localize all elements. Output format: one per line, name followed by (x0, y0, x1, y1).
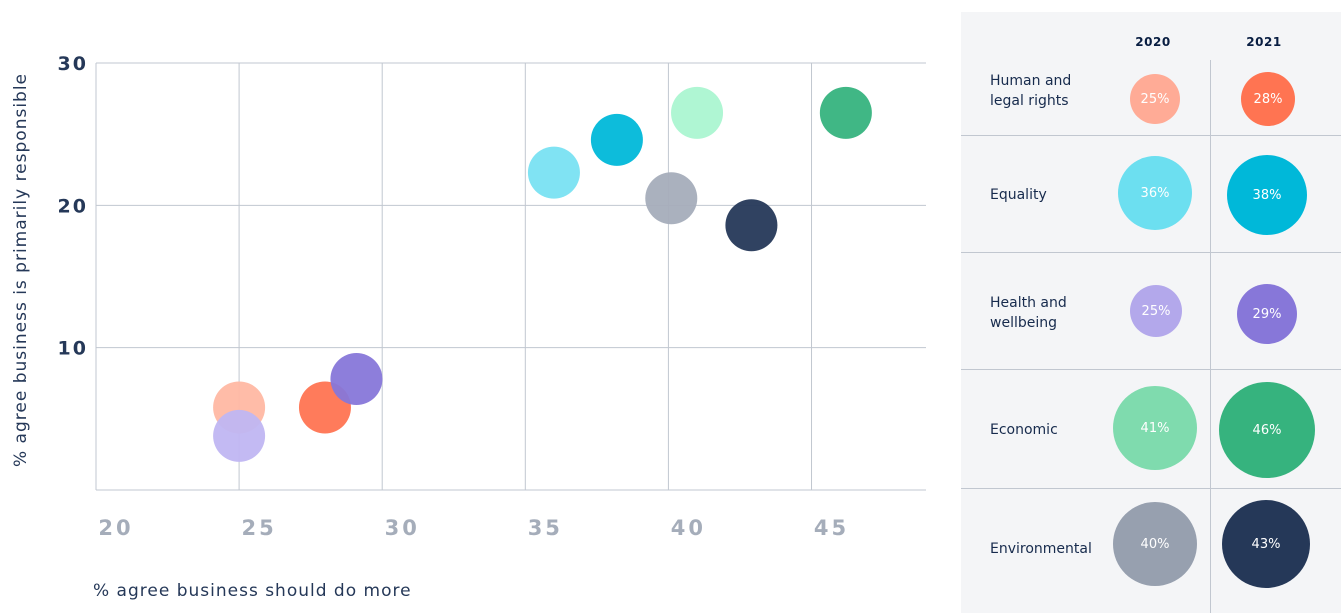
row-divider (961, 252, 1341, 253)
scatter-point (819, 86, 872, 139)
scatter-point (725, 199, 778, 252)
row-divider (961, 488, 1341, 489)
x-tick-label: 45 (814, 516, 849, 540)
x-tick-label: 35 (528, 516, 563, 540)
row-divider (961, 369, 1341, 370)
chart-points (213, 86, 872, 462)
scatter-chart: 20 25 30 35 40 45 10 20 30 % agree business shou… (11, 53, 926, 601)
scatter-point (213, 409, 266, 462)
scatter-point (671, 86, 724, 139)
row-label-economic: Economic (990, 422, 1058, 438)
row-label-environmental: Environmental (990, 541, 1092, 557)
scatter-point (590, 113, 643, 166)
scatter-point (527, 146, 580, 199)
bubble-economic-2020: 41% (1113, 386, 1197, 470)
y-tick-label: 10 (58, 338, 88, 360)
bubble-health-wellbeing-2021: 29% (1237, 284, 1297, 344)
bubble-human-legal-rights-2021: 28% (1241, 72, 1295, 126)
x-tick-label: 40 (671, 516, 706, 540)
x-tick-label: 30 (385, 516, 420, 540)
column-header-2021: 2021 (1246, 35, 1282, 49)
bubble-equality-2021: 38% (1227, 155, 1307, 235)
comparison-table: 2020 2021 Human and legal rights 25% 28%… (961, 12, 1341, 613)
x-tick-label: 20 (98, 516, 133, 540)
chart-grid (95, 62, 926, 491)
row-divider (961, 135, 1341, 136)
row-label-equality: Equality (990, 187, 1047, 203)
bubble-equality-2020: 36% (1118, 156, 1192, 230)
column-header-2020: 2020 (1135, 35, 1171, 49)
column-divider (1210, 60, 1211, 613)
y-axis-title: % agree business is primarily responsibl… (11, 73, 31, 467)
row-label-human-legal-rights: Human and legal rights (990, 73, 1072, 109)
scatter-point (330, 352, 383, 405)
y-tick-label: 30 (58, 53, 88, 75)
bubble-environmental-2020: 40% (1113, 502, 1197, 586)
bubble-environmental-2021: 43% (1222, 500, 1310, 588)
bubble-human-legal-rights-2020: 25% (1130, 74, 1180, 124)
x-tick-label: 25 (241, 516, 276, 540)
scatter-point (645, 172, 698, 225)
bubble-economic-2021: 46% (1219, 382, 1315, 478)
chart-ticks: 20 25 30 35 40 45 10 20 30 (58, 53, 849, 540)
bubble-health-wellbeing-2020: 25% (1130, 285, 1182, 337)
row-label-health-wellbeing: Health and wellbeing (990, 295, 1067, 331)
x-axis-title: % agree business should do more (93, 581, 412, 601)
y-tick-label: 20 (58, 195, 88, 217)
